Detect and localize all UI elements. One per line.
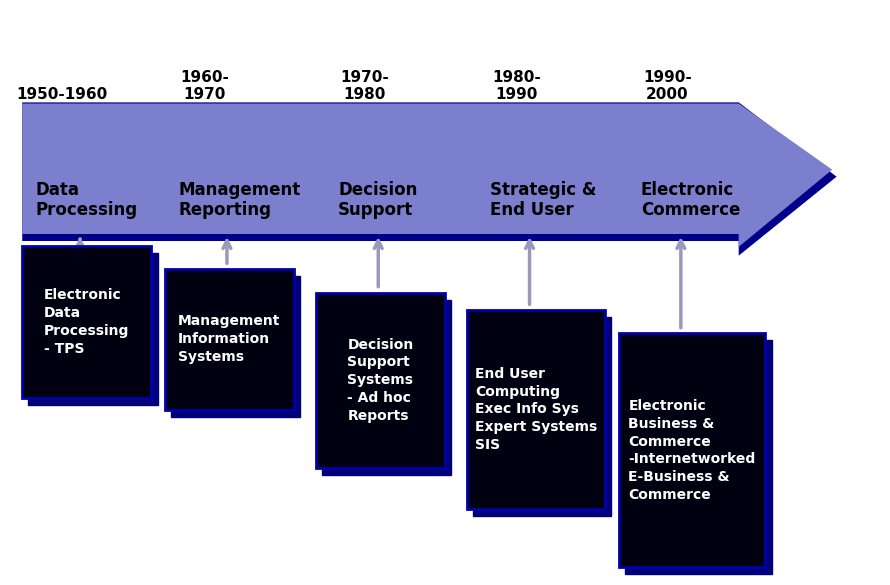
FancyBboxPatch shape bbox=[316, 292, 445, 468]
Text: End User
Computing
Exec Info Sys
Expert Systems
SIS: End User Computing Exec Info Sys Expert … bbox=[475, 367, 597, 452]
Text: 1980-
1990: 1980- 1990 bbox=[492, 70, 540, 102]
FancyBboxPatch shape bbox=[467, 310, 605, 509]
Text: Management
Reporting: Management Reporting bbox=[178, 181, 300, 219]
Polygon shape bbox=[22, 102, 837, 256]
FancyBboxPatch shape bbox=[22, 246, 151, 398]
FancyBboxPatch shape bbox=[625, 340, 772, 574]
Text: Electronic
Data
Processing
- TPS: Electronic Data Processing - TPS bbox=[44, 288, 129, 356]
Text: Data
Processing: Data Processing bbox=[36, 181, 138, 219]
Polygon shape bbox=[22, 104, 832, 247]
Text: Strategic &
End User: Strategic & End User bbox=[490, 181, 596, 219]
FancyBboxPatch shape bbox=[165, 269, 294, 410]
Text: 1960-
1970: 1960- 1970 bbox=[181, 70, 229, 102]
Text: Electronic
Commerce: Electronic Commerce bbox=[641, 181, 740, 219]
FancyBboxPatch shape bbox=[171, 276, 300, 417]
Text: Management
Information
Systems: Management Information Systems bbox=[178, 315, 280, 364]
FancyBboxPatch shape bbox=[28, 253, 158, 405]
FancyBboxPatch shape bbox=[322, 300, 451, 475]
Text: 1950-1960: 1950-1960 bbox=[17, 87, 108, 102]
FancyBboxPatch shape bbox=[619, 333, 765, 567]
Text: Decision
Support: Decision Support bbox=[338, 181, 417, 219]
Text: Electronic
Business &
Commerce
-Internetworked
E-Business &
Commerce: Electronic Business & Commerce -Internet… bbox=[628, 399, 756, 502]
Text: 1990-
2000: 1990- 2000 bbox=[643, 70, 692, 102]
Text: Decision
Support
Systems
- Ad hoc
Reports: Decision Support Systems - Ad hoc Report… bbox=[347, 338, 414, 423]
Text: 1970-
1980: 1970- 1980 bbox=[341, 70, 389, 102]
FancyBboxPatch shape bbox=[473, 317, 611, 516]
